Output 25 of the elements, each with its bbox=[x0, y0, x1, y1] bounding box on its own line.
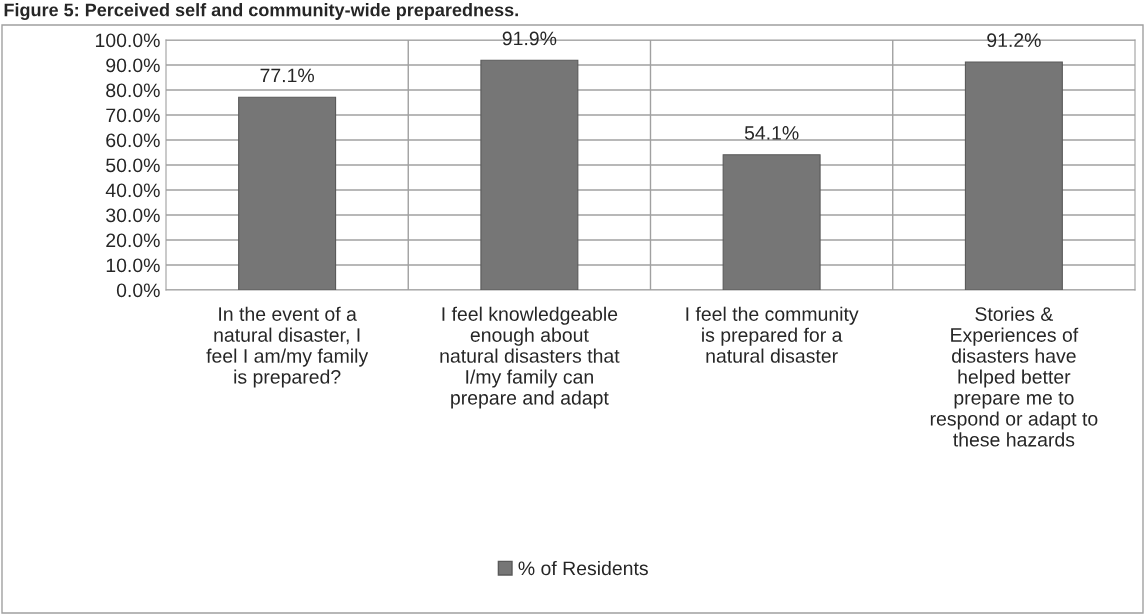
x-tick-label: I feel knowledgeable enough about natural disasters that I/my family can prepare and adapt bbox=[440, 306, 620, 409]
y-tick-label: 0.0% bbox=[116, 283, 160, 298]
y-tick-label: 30.0% bbox=[106, 208, 160, 223]
bar bbox=[480, 59, 579, 290]
bar bbox=[238, 96, 337, 290]
y-tick-label: 50.0% bbox=[106, 158, 160, 173]
y-tick-label: 100.0% bbox=[95, 33, 160, 48]
legend-label: % of Residents bbox=[518, 560, 648, 576]
text: 54.1% bbox=[744, 126, 799, 140]
chart-title: Figure 5: Perceived self and community-wide preparedness. bbox=[4, 3, 518, 20]
y-tick-label: 40.0% bbox=[105, 183, 160, 198]
y-tick-label: 20.0% bbox=[106, 233, 160, 248]
x-tick-label: I feel the community is prepared for a natural disaster bbox=[686, 306, 859, 363]
y-tick-label: 80.0% bbox=[106, 83, 160, 98]
x-tick-label: In the event of a natural disaster, I feel I am/my family is prepared? bbox=[206, 306, 369, 388]
y-tick-label: 90.0% bbox=[106, 58, 160, 73]
text: 91.2% bbox=[987, 33, 1041, 48]
x-tick-label: Stories & Experiences of disasters have helped better prepare me to respond or adapt to these hazards bbox=[930, 306, 1098, 447]
text: 91.9% bbox=[502, 31, 557, 46]
y-tick-label: 60.0% bbox=[106, 133, 160, 148]
bar bbox=[964, 61, 1063, 290]
y-tick-label: 70.0% bbox=[106, 108, 160, 123]
y-tick-label: 10.0% bbox=[106, 258, 160, 273]
text: 77.1% bbox=[260, 68, 314, 83]
bar bbox=[722, 154, 821, 290]
